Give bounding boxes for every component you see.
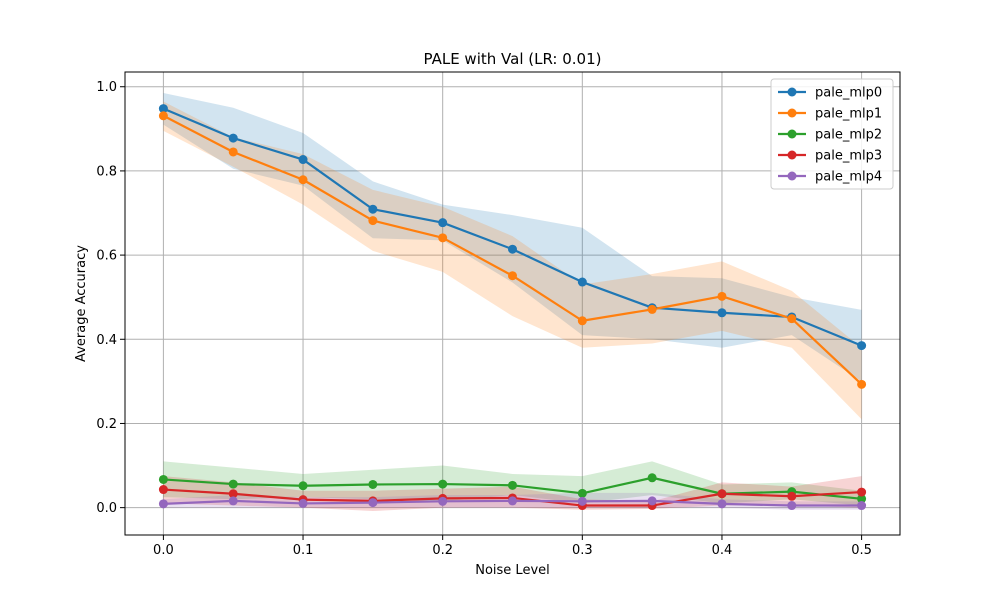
pale_mlp1-point: [857, 379, 867, 389]
pale_mlp3-point: [228, 489, 238, 499]
y-tick-label: 0.0: [96, 501, 117, 516]
legend-label: pale_mlp2: [815, 128, 882, 143]
legend-box: [770, 78, 894, 190]
pale_mlp4-point: [787, 501, 797, 511]
pale_mlp0-point: [857, 341, 867, 351]
pale_mlp0-point: [438, 218, 448, 228]
pale_mlp3-point: [717, 489, 727, 499]
y-tick-label: 0.2: [96, 417, 117, 432]
pale_mlp0-point: [577, 277, 587, 287]
pale_mlp0-point: [508, 244, 517, 254]
y-tick-label: 0.4: [96, 333, 117, 348]
y-tick-label: 1.0: [96, 80, 117, 95]
pale_mlp4-point: [717, 499, 727, 509]
pale_mlp4-point: [228, 496, 238, 506]
pale_mlp0-point: [158, 104, 168, 114]
chart-title: PALE with Val (LR: 0.01): [423, 50, 601, 68]
y-tick-label: 0.6: [96, 249, 117, 264]
pale_mlp1-point: [647, 304, 657, 314]
legend-label: pale_mlp3: [815, 149, 882, 164]
pale_mlp1-point: [787, 314, 797, 324]
pale_mlp1-point: [577, 316, 587, 326]
pale_mlp1-point: [508, 271, 517, 281]
legend-label: pale_mlp0: [815, 86, 882, 101]
series-points: [158, 104, 867, 511]
y-axis: 0.0 0.2 0.4 0.6 0.8 1.0: [96, 80, 125, 516]
pale_mlp2-point: [577, 488, 587, 498]
x-tick-label: 0.4: [712, 543, 733, 558]
pale_mlp0-point: [298, 155, 308, 165]
pale_mlp2-point: [857, 494, 867, 504]
pale_mlp0-point: [717, 308, 727, 318]
x-axis: 0.0 0.1 0.2 0.3 0.4 0.5: [153, 535, 872, 558]
pale_mlp3-point: [787, 491, 797, 501]
pale_mlp3-point: [158, 485, 168, 495]
pale_mlp4-point: [647, 496, 657, 506]
x-axis-title: Noise Level: [475, 563, 550, 578]
pale_mlp4-point: [577, 496, 587, 506]
x-tick-label: 0.5: [851, 543, 872, 558]
pale_mlp1-band: [163, 101, 862, 420]
pale_mlp3-point: [857, 487, 867, 497]
legend-swatch-marker: [787, 171, 797, 181]
y-tick-label: 0.8: [96, 164, 117, 179]
legend-swatch-marker: [787, 150, 797, 160]
pale_mlp1-point: [368, 216, 378, 226]
legend-swatch-marker: [787, 129, 797, 139]
pale_mlp4-point: [368, 498, 378, 508]
y-axis-title: Average Accuracy: [74, 245, 89, 362]
x-tick-label: 0.1: [293, 543, 314, 558]
plot-frame: [124, 71, 901, 536]
pale_mlp0-point: [228, 133, 238, 143]
pale_mlp2-point: [298, 481, 308, 491]
pale_mlp2-point: [508, 480, 517, 490]
x-tick-label: 0.3: [572, 543, 593, 558]
pale_mlp4-point: [508, 496, 517, 506]
pale_mlp2-point: [368, 479, 378, 489]
pale_mlp1-point: [228, 147, 238, 157]
pale_mlp1-point: [158, 111, 168, 121]
legend-label: pale_mlp1: [815, 107, 882, 122]
pale_mlp2-point: [438, 479, 448, 489]
pale_mlp1-point: [298, 175, 308, 185]
pale_mlp4-point: [438, 496, 448, 506]
pale_mlp4-point: [158, 499, 168, 509]
pale_mlp4-point: [298, 498, 308, 508]
x-tick-label: 0.0: [153, 543, 174, 558]
pale_mlp1-point: [438, 233, 448, 243]
pale_mlp2-point: [647, 473, 657, 483]
pale_mlp4-point: [857, 501, 867, 511]
legend-swatch-marker: [787, 108, 797, 118]
legend-swatch-marker: [787, 87, 797, 97]
legend-label: pale_mlp4: [815, 170, 882, 185]
pale_mlp1-point: [717, 291, 727, 301]
pale_mlp2-point: [228, 479, 238, 489]
pale_mlp2-point: [158, 474, 168, 484]
x-tick-label: 0.2: [432, 543, 453, 558]
legend: pale_mlp0 pale_mlp1 pale_mlp2 pale_mlp3pale…: [770, 78, 894, 190]
pale_mlp0-point: [368, 204, 378, 214]
